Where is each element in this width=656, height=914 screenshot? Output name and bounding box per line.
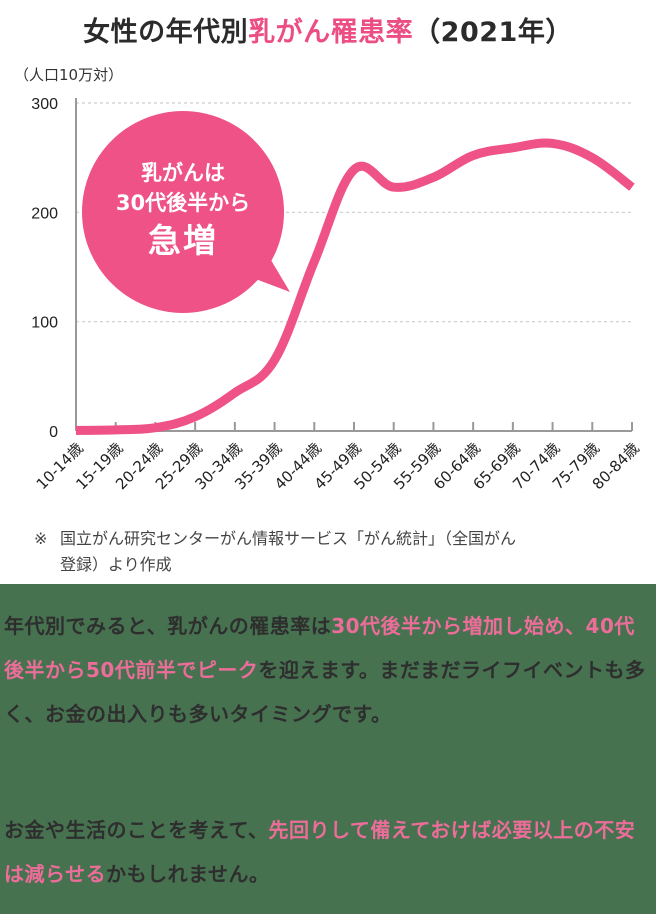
series-line (75, 138, 635, 435)
title-highlight: 乳がん罹患率 (248, 17, 414, 48)
p1-text-a: 年代別でみると、乳がんの罹患率は (4, 614, 332, 638)
chart-panel: 女性の年代別乳がん罹患率（2021年） （人口10万対） 0 100 200 300 … (0, 10, 656, 578)
callout-line-3: 急増 (148, 221, 218, 260)
y-axis-ticks: 0 100 200 300 (31, 96, 58, 441)
y-tick-label: 300 (31, 96, 58, 113)
title-prefix: 女性の年代別 (83, 17, 249, 48)
y-tick-label: 0 (49, 424, 58, 441)
source-note: ※ 国立がん研究センターがん情報サービス「がん統計」（全国がん 登録）より作成 (34, 526, 634, 578)
note-mark: ※ (34, 529, 48, 548)
note-line-1: 国立がん研究センターがん情報サービス「がん統計」（全国がん (60, 529, 517, 548)
callout-text: 乳がんは 30代後半から 急増 (83, 158, 283, 264)
p2-highlight: 先回りして備えておけば必要以上の不安は減らせる (4, 818, 636, 886)
note-line-2: 登録）より作成 (60, 555, 172, 574)
p2-text-a: お金や生活のことを考えて、 (4, 818, 269, 842)
y-axis-unit-label: （人口10万対） (14, 66, 124, 84)
p2-text-b: かもしれません。 (106, 862, 270, 886)
title-suffix: （2021年） (413, 17, 573, 48)
callout-line-2: 30代後半から (115, 191, 251, 215)
callout-bubble (82, 111, 290, 313)
y-tick-label: 100 (31, 315, 58, 332)
paragraph-2: お金や生活のことを考えて、先回りして備えておけば必要以上の不安は減らせるかもしれ… (4, 808, 654, 896)
explanation-panel: 年代別でみると、乳がんの罹患率は30代後半から増加し始め、40代後半から50代前… (0, 584, 656, 914)
y-tick-label: 200 (31, 205, 58, 222)
callout-line-1: 乳がんは (141, 161, 225, 185)
p1-text-b: を迎えます。まだまだライフイベントも多く、お金の出入りも多いタイミングです。 (4, 658, 646, 726)
p1-highlight: 30代後半から増加し始め、40代後半から50代前半でピーク (4, 614, 635, 682)
chart-title: 女性の年代別乳がん罹患率（2021年） (0, 10, 656, 49)
paragraph-1: 年代別でみると、乳がんの罹患率は30代後半から増加し始め、40代後半から50代前… (4, 604, 654, 736)
